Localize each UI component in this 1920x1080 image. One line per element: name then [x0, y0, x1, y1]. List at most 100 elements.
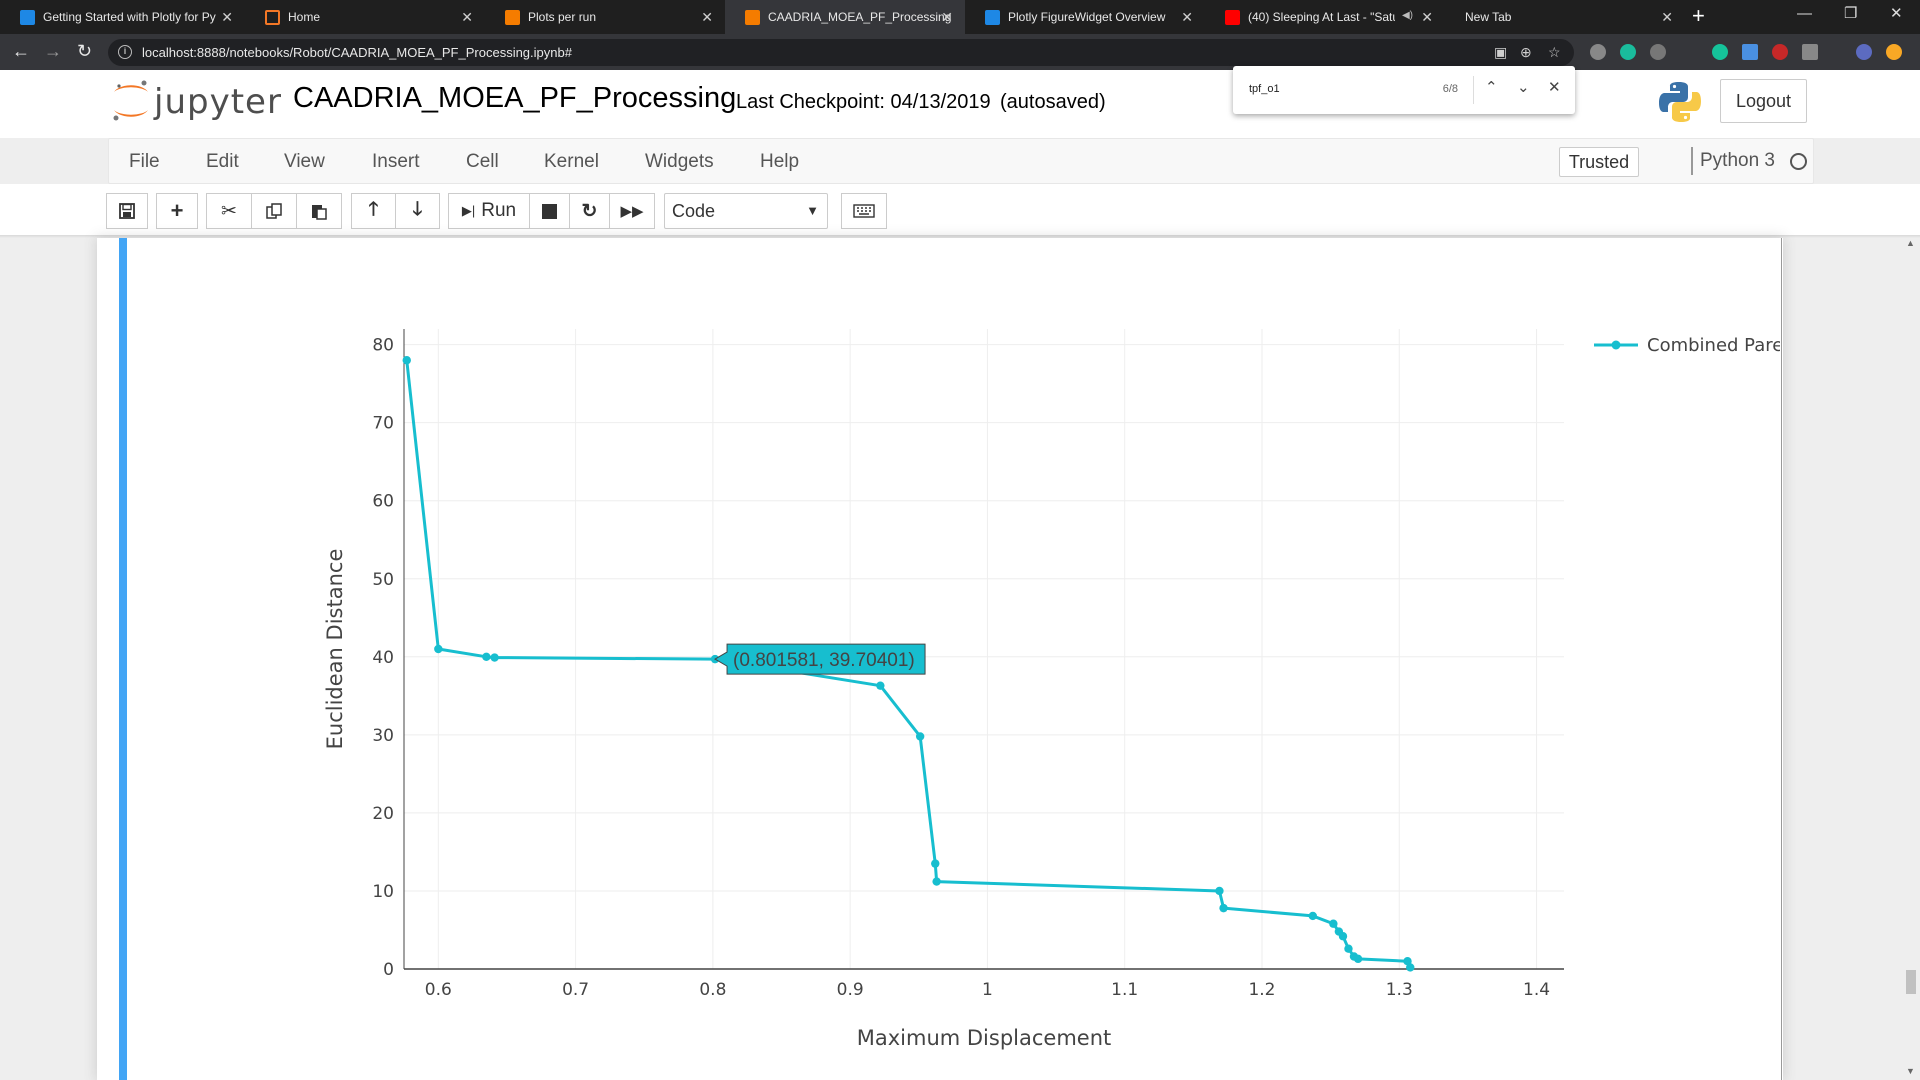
extension-docs-icon[interactable] [1742, 44, 1758, 60]
interrupt-button[interactable] [529, 193, 570, 229]
back-icon[interactable]: ← [12, 41, 30, 61]
tab-title: (40) Sleeping At Last - "Satur [1248, 10, 1395, 24]
data-point[interactable] [1353, 954, 1363, 964]
stop-icon [542, 203, 557, 219]
run-button[interactable]: ▶| Run [448, 193, 530, 229]
close-tab-icon[interactable]: ✕ [461, 9, 473, 25]
find-previous-icon[interactable]: ⌃ [1485, 79, 1498, 96]
data-point[interactable] [402, 356, 411, 365]
restore-icon[interactable]: ❐ [1844, 5, 1858, 22]
legend-series-name: Combined Pareto Front [1647, 335, 1780, 356]
site-info-icon[interactable]: i [118, 45, 132, 59]
menu-view[interactable]: View [284, 151, 325, 172]
extension-m-icon[interactable] [1620, 44, 1636, 60]
close-tab-icon[interactable]: ✕ [1661, 9, 1673, 25]
data-point[interactable] [490, 653, 499, 662]
caret-down-icon: ▼ [806, 203, 819, 218]
data-point[interactable] [1308, 911, 1317, 921]
jupyter-logo[interactable]: jupyter [110, 78, 281, 126]
extension-red-icon[interactable] [1772, 44, 1788, 60]
kernel-name[interactable]: Python 3 [1700, 150, 1775, 171]
close-tab-icon[interactable]: ✕ [941, 9, 953, 25]
extension-facebook-icon[interactable] [1802, 44, 1818, 60]
forward-icon[interactable]: → [44, 41, 62, 61]
browser-tab-home[interactable]: Home ✕ [245, 0, 485, 34]
run-label: Run [481, 200, 517, 221]
address-bar[interactable]: i localhost:8888/notebooks/Robot/CAADRIA… [108, 39, 1574, 66]
bookmark-star-icon[interactable]: ☆ [1548, 44, 1561, 60]
extension-vpn-icon[interactable] [1590, 44, 1606, 60]
find-input[interactable]: tpf_o1 [1249, 83, 1280, 95]
find-in-page-bar: tpf_o1 6/8 ⌃ ⌄ ✕ [1233, 66, 1575, 114]
restart-run-all-button[interactable]: ▶▶ [609, 193, 655, 229]
cut-button[interactable]: ✂ [206, 193, 252, 229]
chart-legend[interactable]: Combined Pareto Front [1594, 335, 1780, 356]
copy-button[interactable] [251, 193, 297, 229]
data-point[interactable] [434, 644, 443, 654]
move-up-button[interactable]: 🡑 [351, 193, 396, 229]
trusted-indicator[interactable]: Trusted [1559, 147, 1639, 177]
browser-tab-plots-per-run[interactable]: Plots per run ✕ [485, 0, 725, 34]
menu-widgets[interactable]: Widgets [645, 151, 714, 172]
command-palette-button[interactable] [841, 193, 887, 229]
zoom-icon[interactable]: ⊕ [1520, 44, 1532, 60]
data-point[interactable] [915, 732, 925, 741]
notebook-toolbar: + ✂ 🡑 🡓 ▶| Run ↻ ▶▶ Code ▼ [0, 184, 1920, 236]
data-point[interactable] [1215, 886, 1224, 896]
logout-button[interactable]: Logout [1720, 79, 1807, 123]
profile-avatar[interactable] [1856, 44, 1872, 60]
chart-series[interactable] [402, 356, 1415, 972]
data-point[interactable] [1219, 903, 1228, 913]
browser-tab-caadria-notebook[interactable]: CAADRIA_MOEA_PF_Processing ✕ [725, 0, 965, 34]
menu-kernel[interactable]: Kernel [544, 151, 599, 172]
data-point[interactable] [1329, 919, 1338, 928]
minimize-icon[interactable]: — [1797, 5, 1812, 22]
new-tab-icon[interactable]: + [1692, 3, 1705, 28]
data-point[interactable] [482, 652, 491, 662]
data-point[interactable] [876, 681, 885, 690]
close-tab-icon[interactable]: ✕ [701, 9, 713, 25]
browser-tab-new-tab[interactable]: New Tab ✕ [1445, 0, 1685, 34]
find-close-icon[interactable]: ✕ [1548, 79, 1561, 96]
insert-cell-button[interactable]: + [156, 193, 198, 229]
menu-insert[interactable]: Insert [372, 151, 420, 172]
youtube-icon [1225, 9, 1240, 25]
find-next-icon[interactable]: ⌄ [1517, 79, 1530, 96]
find-in-page-icon[interactable]: ▣ [1494, 44, 1508, 60]
close-window-icon[interactable]: ✕ [1890, 5, 1903, 22]
close-tab-icon[interactable]: ✕ [1421, 9, 1433, 25]
y-tick-label: 60 [372, 492, 394, 512]
close-tab-icon[interactable]: ✕ [221, 9, 233, 25]
y-axis-title: Euclidean Distance [323, 549, 347, 750]
data-point[interactable] [1406, 963, 1415, 972]
scroll-down-icon[interactable]: ▼ [1906, 1066, 1915, 1076]
browser-tab-plotly-getting-started[interactable]: Getting Started with Plotly for Py ✕ [0, 0, 245, 34]
move-down-button[interactable]: 🡓 [395, 193, 440, 229]
browser-tab-plotly-figurewidget[interactable]: Plotly FigureWidget Overview ✕ [965, 0, 1205, 34]
paste-button[interactable] [296, 193, 342, 229]
menu-help[interactable]: Help [760, 151, 800, 172]
data-point[interactable] [1338, 932, 1348, 941]
cell-type-select[interactable]: Code ▼ [664, 193, 828, 229]
extension-pocket-icon[interactable] [1650, 44, 1666, 60]
data-point[interactable] [932, 877, 941, 886]
data-point[interactable] [1344, 944, 1353, 953]
audio-playing-icon[interactable]: ◀) [1401, 10, 1413, 21]
menu-file[interactable]: File [129, 151, 160, 172]
reload-icon[interactable]: ↻ [77, 41, 93, 61]
scroll-up-icon[interactable]: ▲ [1906, 238, 1915, 248]
close-tab-icon[interactable]: ✕ [1181, 9, 1193, 25]
url-text[interactable]: localhost:8888/notebooks/Robot/CAADRIA_M… [142, 45, 572, 60]
update-icon[interactable] [1886, 44, 1902, 60]
notebook-menubar: File Edit View Insert Cell Kernel Widget… [108, 138, 1814, 184]
extension-grammarly-icon[interactable] [1712, 44, 1728, 60]
menu-edit[interactable]: Edit [206, 151, 239, 172]
pareto-front-chart[interactable]: 0.6 0.7 0.8 0.9 1 1.1 1.2 1.3 1.4 0 10 20 30 40 50 60 70… [300, 300, 1780, 1060]
browser-tab-youtube[interactable]: (40) Sleeping At Last - "Satur ◀) ✕ [1205, 0, 1445, 34]
menu-cell[interactable]: Cell [466, 151, 499, 172]
restart-button[interactable]: ↻ [569, 193, 610, 229]
data-point[interactable] [931, 859, 940, 868]
scrollbar-thumb[interactable] [1906, 970, 1916, 994]
notebook-title[interactable]: CAADRIA_MOEA_PF_Processing [293, 82, 737, 114]
save-button[interactable] [106, 193, 148, 229]
